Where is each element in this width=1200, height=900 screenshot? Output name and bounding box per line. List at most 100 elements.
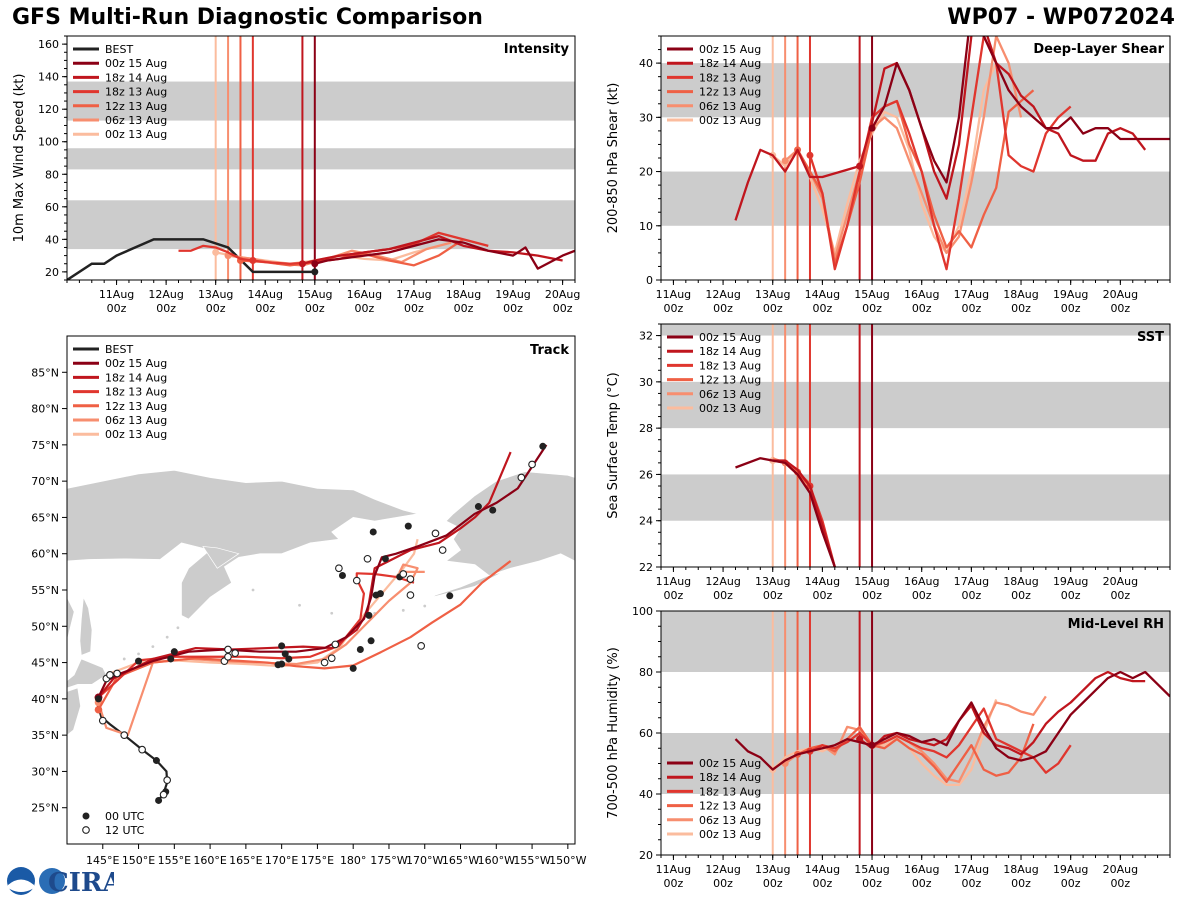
marker-00utc (365, 611, 373, 619)
best-current-point (311, 268, 319, 276)
x-tick-label: 00z (354, 302, 374, 315)
x-tick-label: 00z (812, 589, 832, 602)
legend-label: 00z 13 Aug (699, 402, 761, 415)
marker-00utc (474, 503, 482, 511)
y-tick-label: 140 (38, 71, 59, 84)
y-tick-label: 35°N (31, 729, 59, 742)
series-line (796, 89, 1035, 265)
series-line (808, 36, 1072, 271)
x-tick-label: 00z (713, 302, 733, 315)
init-point (856, 162, 864, 170)
y-tick-label: 45°N (31, 657, 59, 670)
x-tick-label: 175°W (370, 854, 407, 867)
x-tick-label: 00z (1110, 302, 1130, 315)
track-line (97, 572, 415, 699)
y-tick-label: 70°N (31, 475, 59, 488)
x-tick-label: 17Aug (954, 288, 989, 301)
marker-00utc (274, 661, 282, 669)
marker-12utc (327, 654, 336, 663)
init-point (868, 741, 876, 749)
land-hokkaido (67, 658, 107, 689)
island (330, 611, 334, 615)
marker-12utc (331, 640, 340, 649)
y-tick-label: 20 (45, 266, 59, 279)
legend-label: 18z 13 Aug (105, 386, 167, 399)
legend-label: 18z 14 Aug (699, 57, 761, 70)
x-tick-label: 00z (763, 302, 783, 315)
x-tick-label: 175°E (301, 854, 334, 867)
marker-00utc (489, 506, 497, 514)
y-tick-label: 40 (639, 788, 653, 801)
x-tick-label: 11Aug (656, 575, 691, 588)
x-tick-label: 20Aug (1103, 575, 1138, 588)
legend-label: 18z 13 Aug (699, 785, 761, 798)
x-tick-label: 16Aug (347, 288, 382, 301)
legend-label: 00z 15 Aug (699, 331, 761, 344)
x-tick-label: 16Aug (904, 288, 939, 301)
land-siberia (67, 469, 418, 620)
x-tick-label: 00z (404, 302, 424, 315)
x-tick-label: 15Aug (854, 575, 889, 588)
x-tick-label: 170°W (406, 854, 443, 867)
x-tick-label: 13Aug (755, 863, 790, 876)
y-tick-label: 100 (38, 136, 59, 149)
land-alaska (445, 471, 575, 576)
track-line (97, 560, 512, 711)
x-tick-label: 00z (713, 877, 733, 890)
x-tick-label: 15Aug (854, 863, 889, 876)
panel-title: Intensity (504, 42, 570, 57)
island (176, 626, 180, 630)
marker-12utc (106, 671, 114, 679)
marker-00utc (278, 642, 286, 650)
track-start-point (94, 705, 103, 714)
x-tick-label: 150°W (549, 854, 586, 867)
legend-label: 00 UTC (105, 810, 145, 823)
logo-text: CIRA (48, 868, 114, 896)
y-axis-label: 200-850 hPa Shear (kt) (606, 83, 621, 234)
legend-label: 06z 13 Aug (105, 114, 167, 127)
marker-00utc (369, 528, 377, 536)
x-tick-label: 00z (812, 877, 832, 890)
y-axis-label: Sea Surface Temp (°C) (606, 372, 621, 519)
x-tick-label: 12Aug (705, 575, 740, 588)
x-tick-label: 155°E (158, 854, 191, 867)
marker-12utc (231, 649, 239, 657)
x-tick-label: 00z (107, 302, 127, 315)
series-line (735, 457, 836, 567)
panel-title: Mid-Level RH (1068, 617, 1164, 632)
y-tick-label: 30°N (31, 765, 59, 778)
y-tick-label: 40 (639, 57, 653, 70)
marker-12utc (224, 645, 232, 654)
legend-label: 12z 13 Aug (699, 86, 761, 99)
marker-00utc (152, 757, 160, 765)
y-tick-label: 30 (639, 111, 653, 124)
island (151, 645, 155, 649)
x-tick-label: 13Aug (198, 288, 233, 301)
series-line (734, 670, 1170, 771)
marker-12utc (406, 591, 415, 599)
marker-12utc (528, 460, 536, 469)
y-tick-label: 75°N (31, 439, 59, 452)
legend-label: 06z 13 Aug (699, 388, 761, 401)
x-tick-label: 00z (1011, 877, 1031, 890)
x-tick-label: 19Aug (1053, 288, 1088, 301)
storm-id-title: WP07 - WP072024 (947, 5, 1175, 30)
x-tick-label: 00z (912, 877, 932, 890)
marker-12utc (438, 546, 447, 554)
series-line (797, 723, 1035, 783)
x-tick-label: 00z (503, 302, 523, 315)
legend-label: 18z 14 Aug (699, 771, 761, 784)
legend-label: 12z 13 Aug (105, 400, 167, 413)
island (122, 657, 126, 661)
x-tick-label: 165°W (442, 854, 479, 867)
y-tick-label: 80 (639, 666, 653, 679)
series-line (809, 707, 1072, 774)
x-tick-label: 11Aug (656, 863, 691, 876)
x-tick-label: 19Aug (1053, 575, 1088, 588)
marker-12utc (363, 554, 372, 563)
x-tick-label: 00z (664, 589, 684, 602)
x-tick-label: 20Aug (1103, 863, 1138, 876)
x-tick-label: 18Aug (1003, 288, 1038, 301)
legend-label: 06z 13 Aug (699, 100, 761, 113)
y-axis-label: 10m Max Wind Speed (kt) (12, 74, 27, 243)
